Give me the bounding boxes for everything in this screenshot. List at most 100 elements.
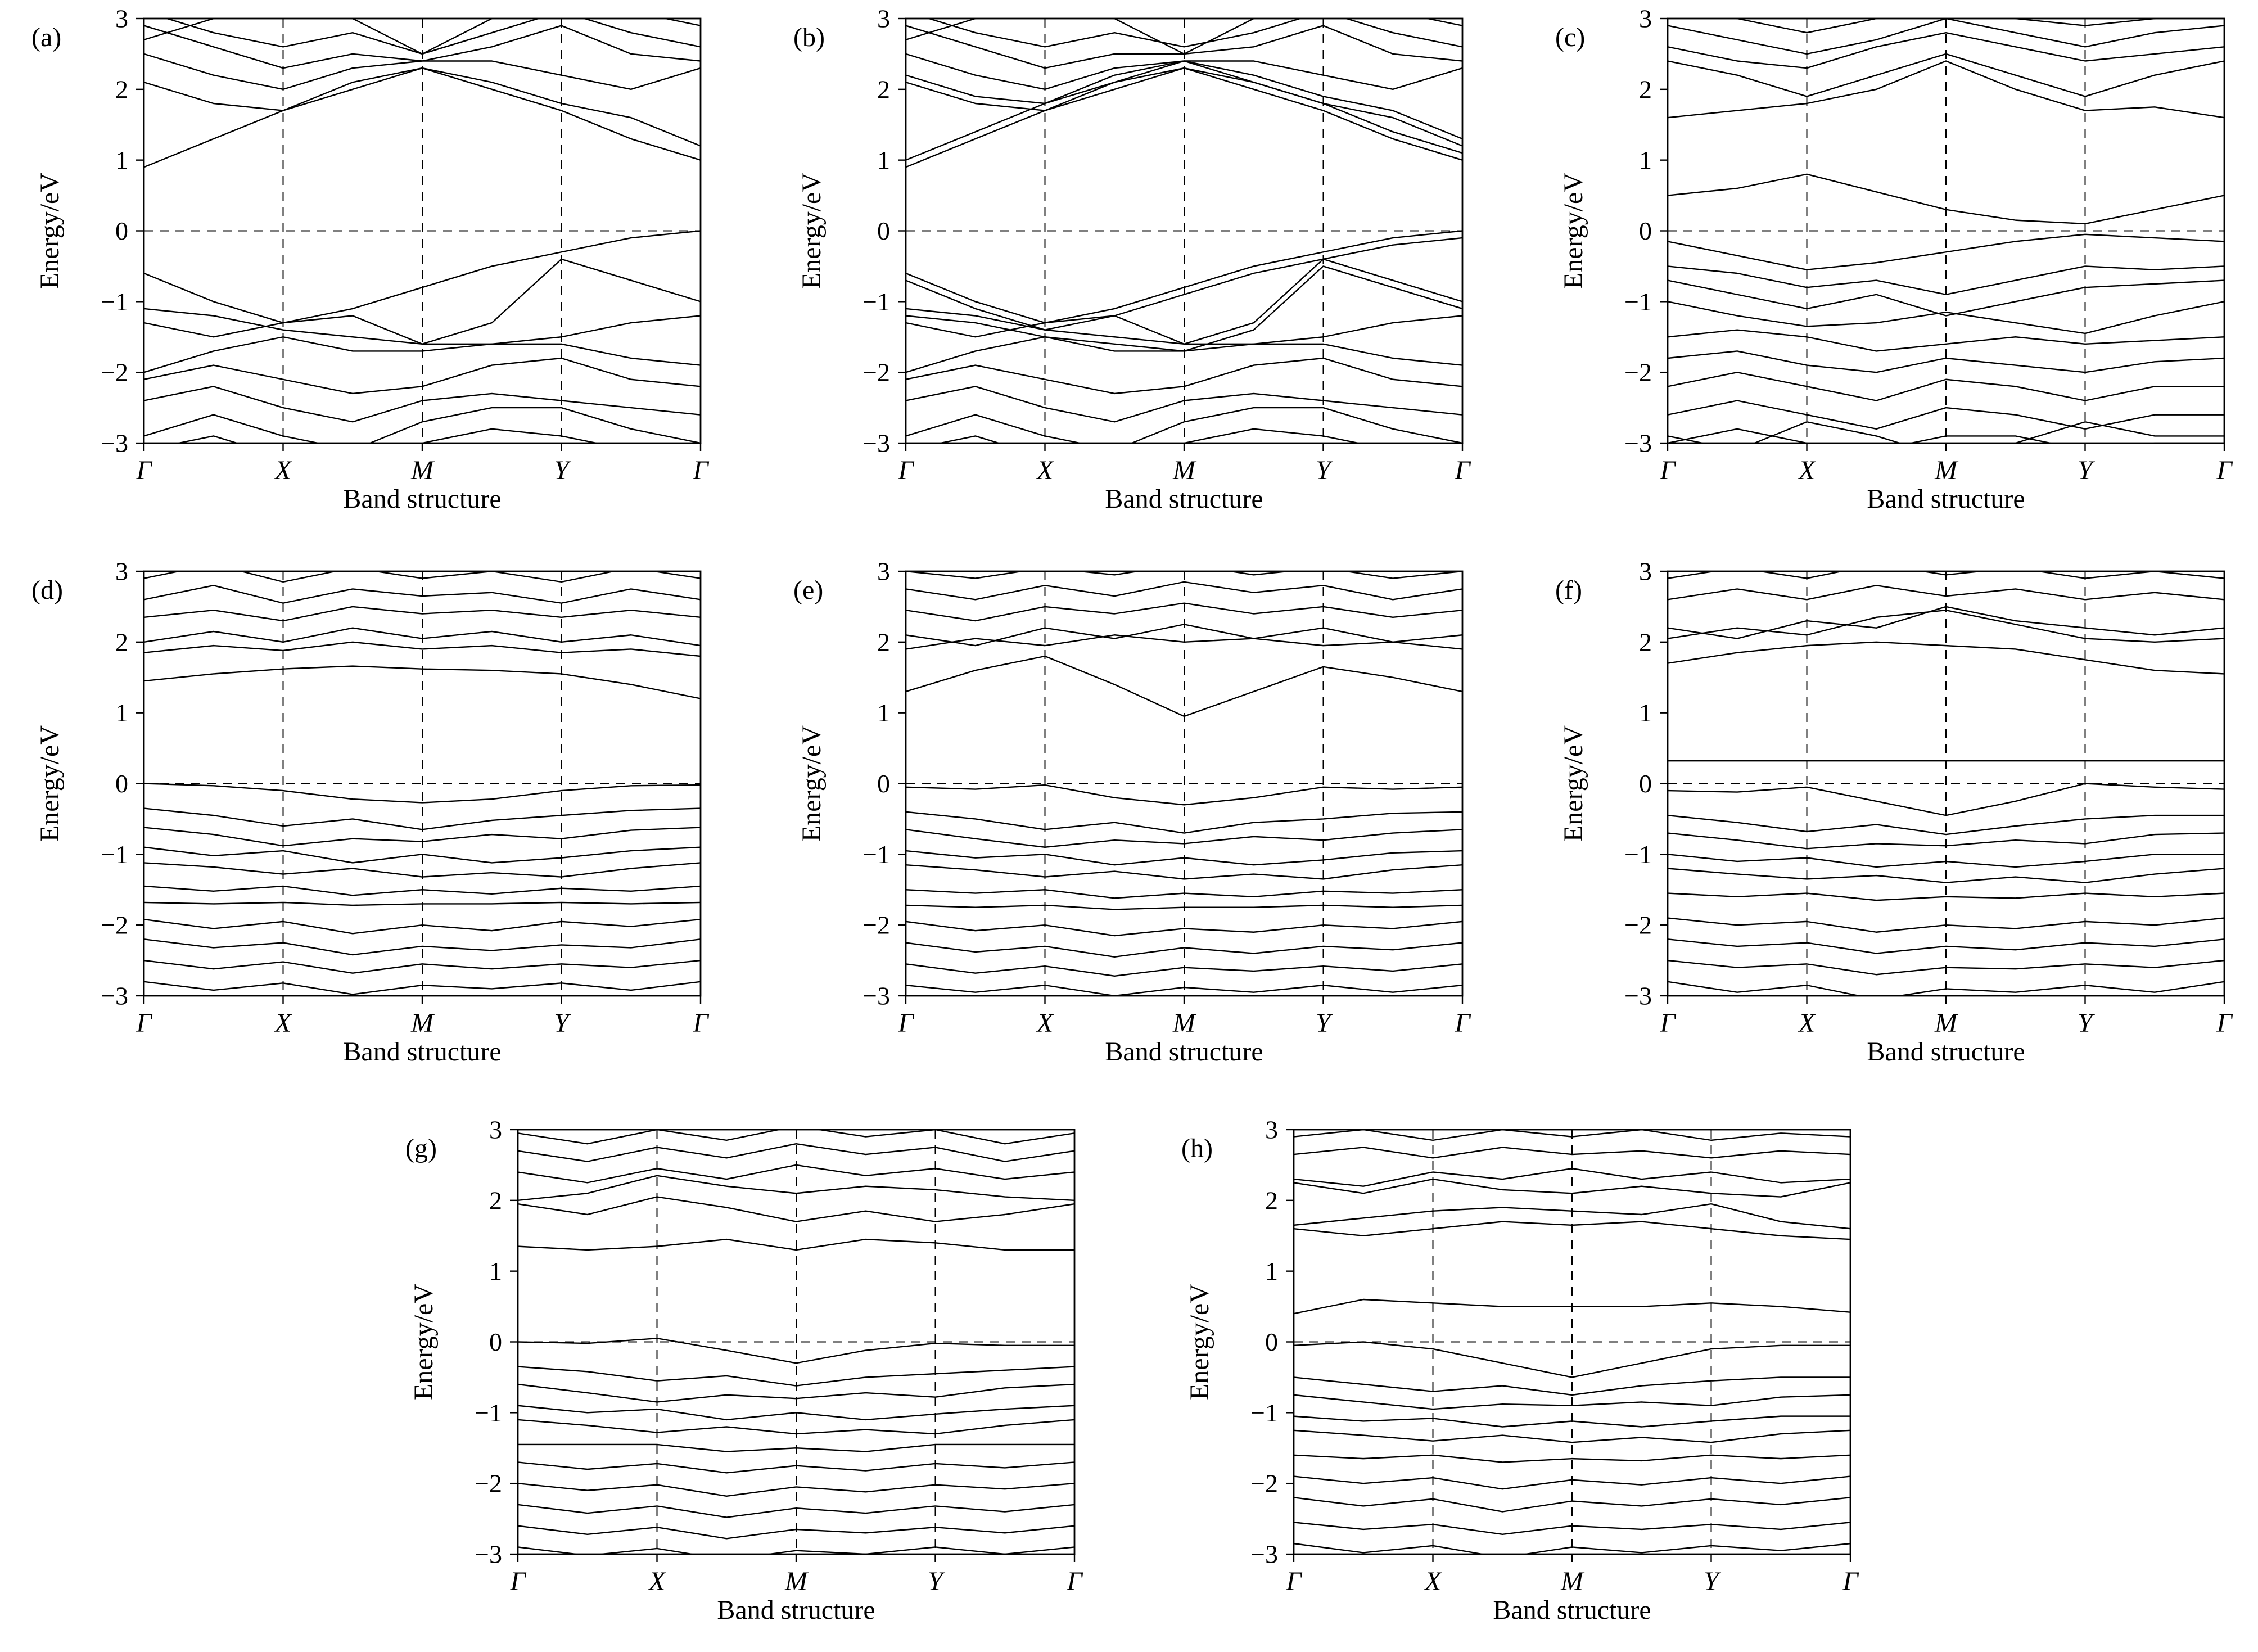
y-tick-label: 1: [1265, 1257, 1278, 1285]
y-tick-label: −2: [1624, 358, 1652, 387]
y-tick-label: 3: [489, 1116, 502, 1144]
x-tick-label: Y: [1704, 1567, 1721, 1596]
band-line: [1294, 1429, 1850, 1443]
band-line: [906, 811, 1462, 834]
band-line: [144, 807, 701, 830]
y-tick-label: −3: [101, 982, 128, 1010]
band-line: [927, 19, 1462, 48]
x-tick-label: Γ: [136, 1008, 152, 1038]
band-structure-panel-d: 3 2 1 0 −1 −2 −3 Γ X M Y Γ (d) Energy/eV Band structur…: [31, 557, 709, 1066]
y-tick-label: −1: [101, 287, 128, 316]
band-line: [144, 315, 701, 345]
y-tick-label: 2: [115, 75, 128, 103]
y-tick-label: 3: [1639, 557, 1652, 586]
band-line: [144, 67, 701, 147]
band-line: [518, 1504, 1074, 1518]
band-line: [144, 959, 701, 974]
band-line: [518, 1366, 1074, 1387]
band-line: [518, 1238, 1074, 1251]
y-tick-label: −1: [1624, 287, 1652, 316]
y-tick-label: 1: [489, 1257, 502, 1285]
band-line: [906, 963, 1462, 977]
figure-row-1: 3 2 1 0 −1 −2 −3 Γ X M Y Γ (a) Energy/eV Band structur…: [0, 4, 2258, 513]
band-line: [906, 357, 1462, 395]
band-line: [1668, 421, 2224, 443]
band-line: [1668, 265, 2224, 295]
y-tick-label: 0: [1639, 769, 1652, 798]
x-tick-label: Γ: [1285, 1567, 1302, 1596]
band-line: [518, 1130, 1074, 1145]
band-line: [144, 407, 701, 443]
x-tick-label: M: [1934, 1008, 1959, 1038]
band-line: [1668, 584, 2224, 601]
band-structure-panel-a: 3 2 1 0 −1 −2 −3 Γ X M Y Γ (a) Energy/eV Band structur…: [31, 4, 709, 513]
band-line: [1668, 938, 2224, 954]
y-tick-label: 0: [489, 1328, 502, 1356]
band-line: [906, 829, 1462, 848]
x-tick-label: X: [274, 1008, 292, 1038]
x-tick-label: M: [1934, 455, 1959, 485]
x-tick-label: Γ: [1659, 455, 1676, 485]
band-line: [1294, 1497, 1850, 1513]
y-tick-label: 2: [877, 75, 890, 103]
band-line: [1668, 571, 2224, 579]
y-tick-label: 1: [877, 698, 890, 727]
panel-label: (e): [793, 575, 823, 605]
y-tick-label: −2: [1250, 1469, 1278, 1498]
y-tick-label: 0: [115, 769, 128, 798]
band-line: [1294, 1415, 1850, 1428]
band-line: [144, 571, 701, 583]
y-tick-label: 2: [1639, 75, 1652, 103]
band-line: [144, 386, 701, 423]
band-line: [906, 942, 1462, 958]
band-line: [518, 1164, 1074, 1184]
band-line: [906, 984, 1462, 996]
band-lines: [1294, 1130, 1850, 1554]
band-line: [518, 1405, 1074, 1421]
y-tick-label: −1: [1250, 1398, 1278, 1427]
band-line: [1294, 1298, 1850, 1315]
y-tick-label: −2: [101, 358, 128, 387]
band-line: [144, 606, 701, 622]
band-line: [144, 918, 701, 935]
band-line: [906, 53, 1462, 91]
band-line: [906, 784, 1462, 806]
y-tick-label: 0: [1639, 216, 1652, 245]
band-line: [144, 357, 701, 395]
x-tick-label: M: [1560, 1567, 1585, 1596]
y-tick-label: 1: [877, 146, 890, 174]
y-tick-label: 1: [115, 146, 128, 174]
x-tick-label: M: [410, 455, 435, 485]
band-line: [906, 230, 1462, 324]
band-line: [1668, 854, 2224, 868]
y-tick-label: 3: [115, 4, 128, 33]
x-tick-label: Y: [554, 455, 571, 485]
band-line: [1668, 173, 2224, 225]
y-tick-label: 0: [877, 216, 890, 245]
band-line: [906, 19, 1462, 55]
x-tick-label: Γ: [1454, 1008, 1471, 1038]
band-line: [1294, 1376, 1850, 1396]
y-tick-label: 1: [1639, 146, 1652, 174]
band-line: [144, 783, 701, 804]
band-line: [1668, 917, 2224, 933]
band-line: [906, 904, 1462, 910]
x-tick-label: Y: [2078, 455, 2095, 485]
band-line: [1294, 1522, 1850, 1535]
y-tick-label: −1: [862, 840, 890, 869]
band-line: [144, 981, 701, 995]
band-line: [144, 862, 701, 878]
band-line: [144, 827, 701, 847]
band-line: [144, 846, 701, 864]
x-axis-title: Band structure: [1867, 484, 2025, 513]
x-tick-label: Y: [928, 1567, 945, 1596]
band-lines: [144, 571, 701, 996]
band-line: [1668, 783, 2224, 816]
x-tick-label: X: [274, 455, 292, 485]
x-tick-label: Γ: [692, 455, 709, 485]
band-line: [906, 67, 1462, 147]
band-line: [144, 25, 701, 69]
band-line: [1730, 19, 2162, 34]
